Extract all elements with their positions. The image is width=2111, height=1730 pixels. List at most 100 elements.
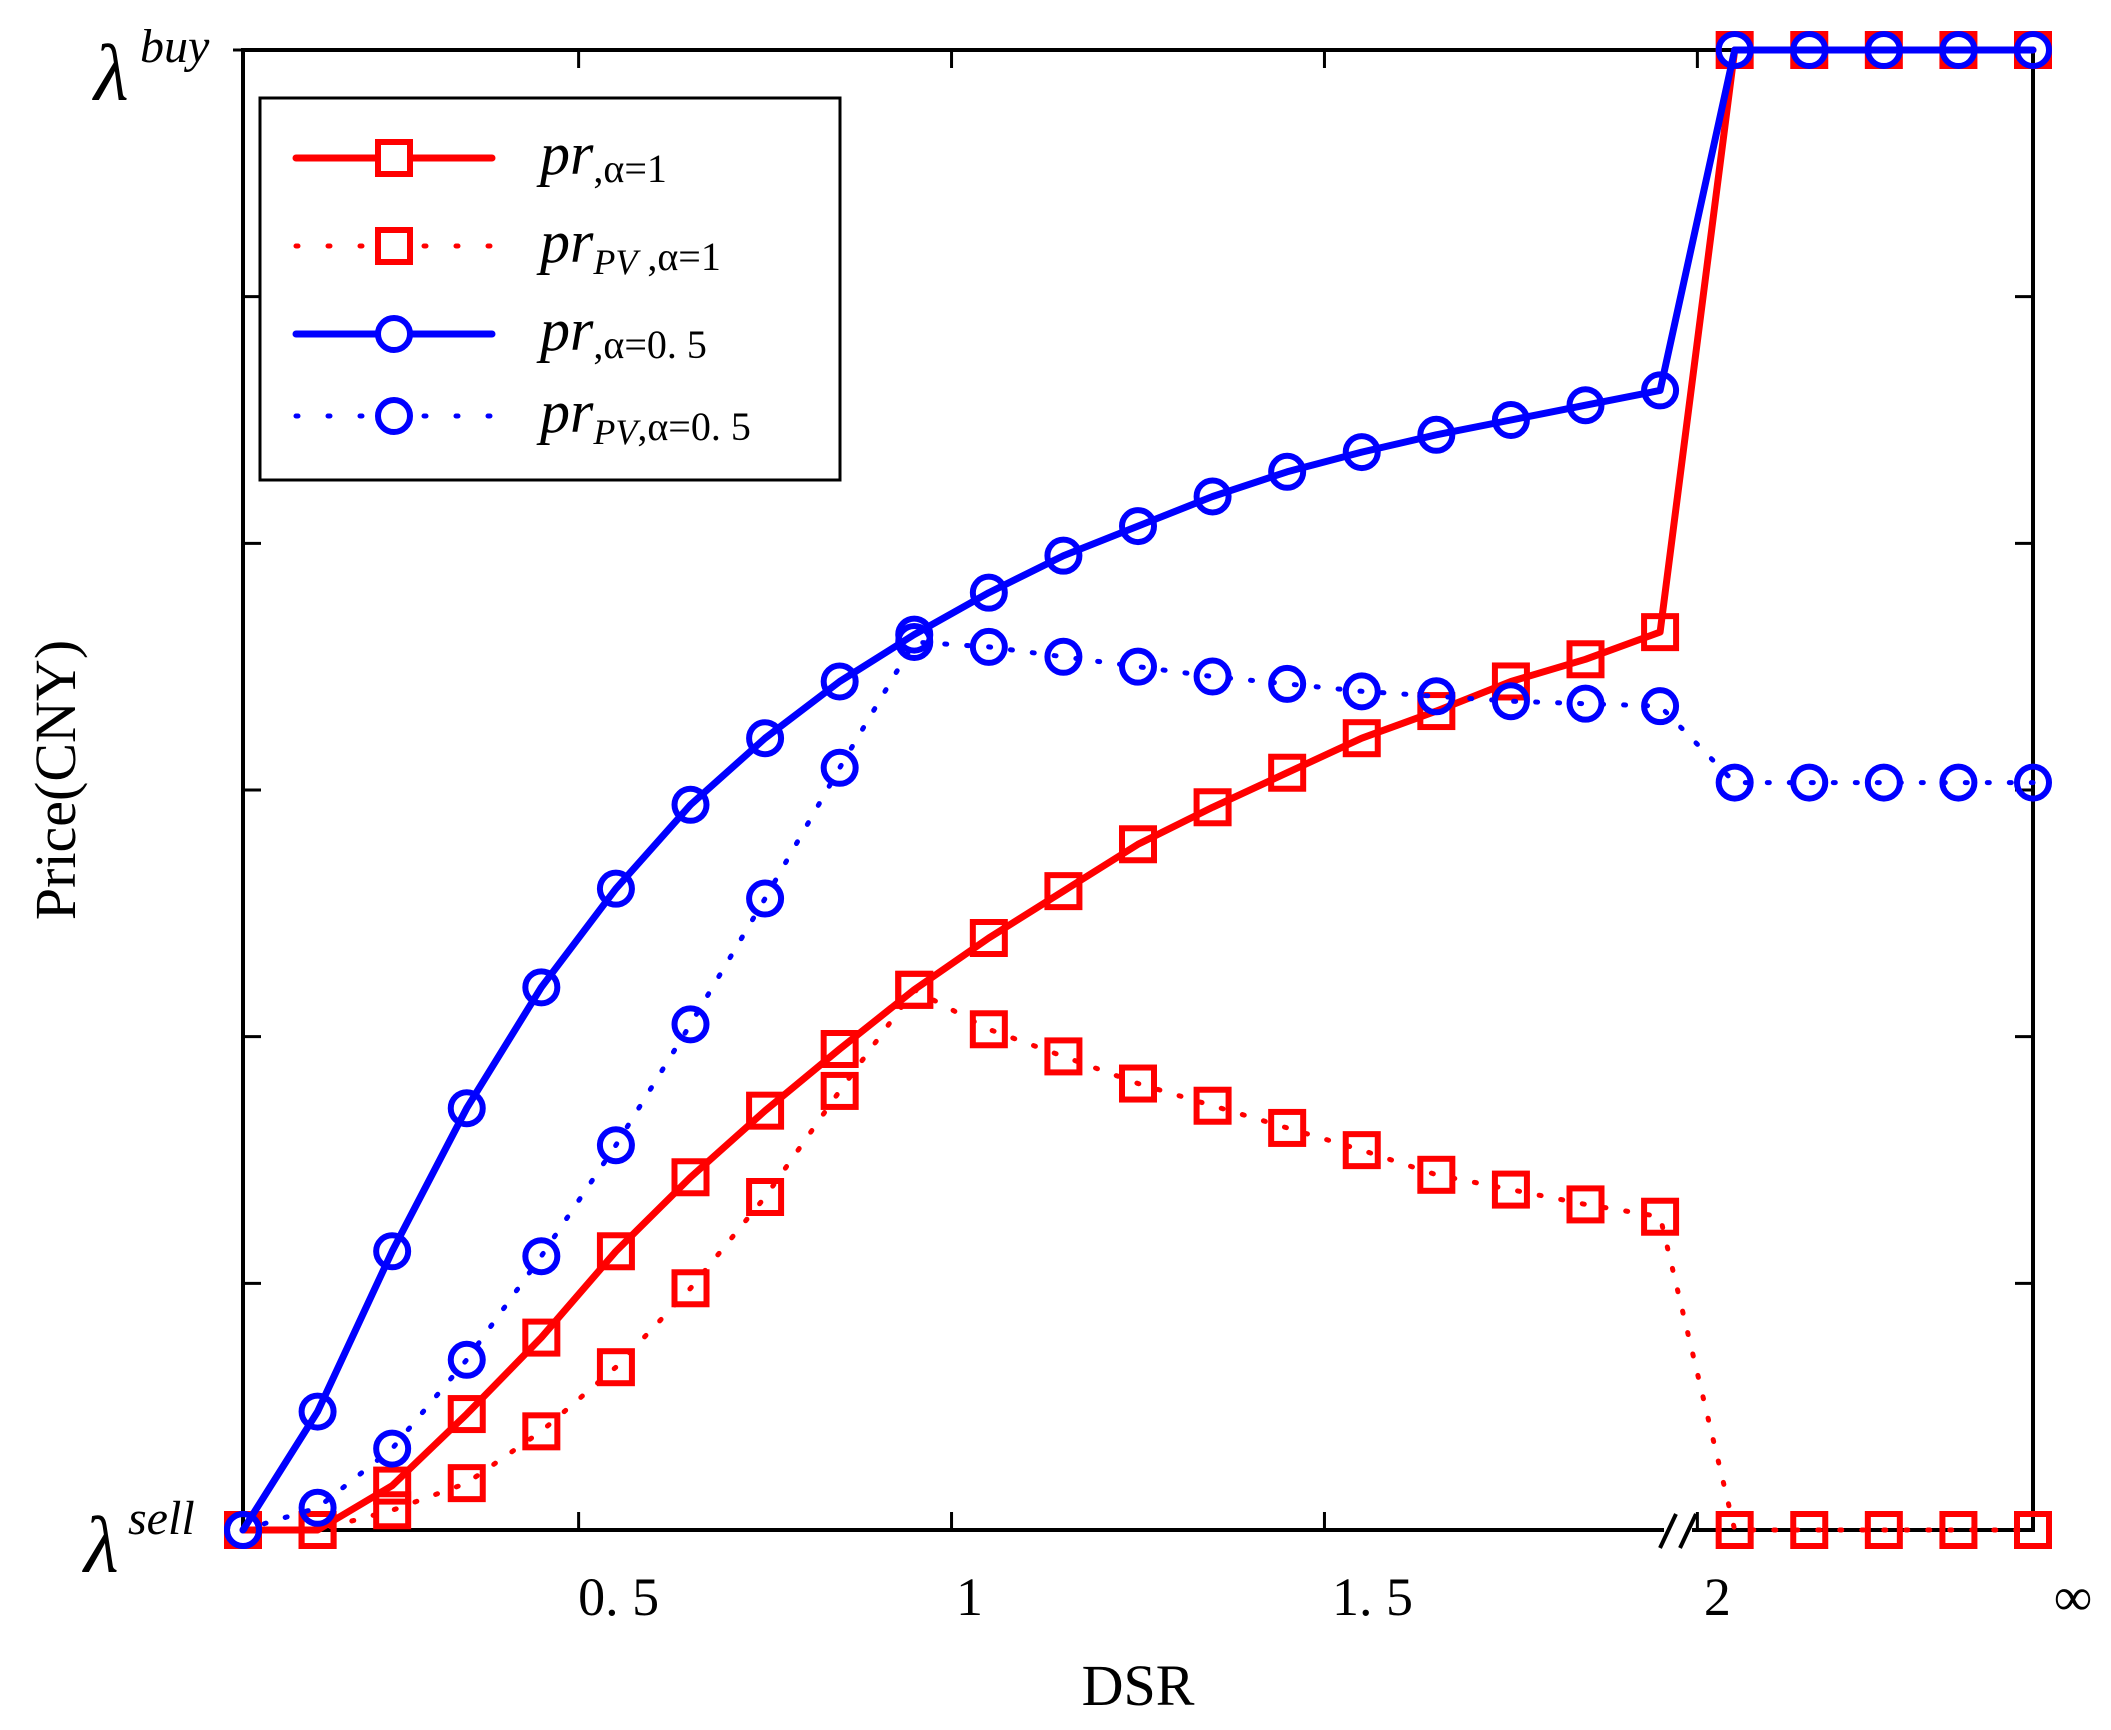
data-point: [895, 970, 934, 1009]
data-point: [298, 1511, 337, 1549]
data-point: [820, 1071, 859, 1110]
data-point: [1641, 687, 1680, 726]
data-point: [1641, 1197, 1680, 1236]
data-point: [1790, 1511, 1829, 1549]
data-point: [1417, 677, 1456, 716]
data-point: [596, 1232, 635, 1271]
series-4: [224, 623, 2052, 1549]
data-point: [596, 1126, 635, 1165]
legend-marker: [375, 227, 413, 265]
legend-entry: pr,α=1: [292, 121, 667, 191]
legend-entry: pr,α=0. 5: [292, 297, 707, 367]
legend-marker: [375, 139, 413, 177]
data-point: [969, 1010, 1008, 1049]
data-point: [1193, 657, 1232, 696]
data-point: [969, 627, 1008, 666]
data-point: [373, 1429, 412, 1468]
data-series: [224, 31, 2052, 1549]
data-point: [2014, 763, 2052, 802]
data-point: [1566, 640, 1605, 679]
x-axis-title: DSR: [1082, 1653, 1195, 1718]
data-point: [224, 1511, 262, 1549]
series-line: [240, 987, 2036, 1533]
legend: pr,α=1 prPV ,α=1 pr,α=0. 5 prPV,α=0. 5: [258, 96, 842, 482]
data-point: [1864, 763, 1903, 802]
data-point: [1268, 753, 1307, 792]
data-point: [1044, 1037, 1083, 1076]
legend-entry: prPV ,α=1: [293, 209, 721, 282]
data-point: [1790, 31, 1829, 69]
data-point: [1939, 31, 1978, 69]
data-point: [596, 1348, 635, 1387]
data-point: [671, 1269, 710, 1308]
data-point: [895, 623, 934, 661]
axis-ticks: [233, 48, 2033, 1530]
x-tick-label: 0. 5: [578, 1567, 659, 1627]
data-point: [1268, 1108, 1307, 1147]
y-tick-label-bottom-lambda: λ: [82, 1502, 119, 1590]
data-point: [820, 1030, 859, 1068]
data-point: [1044, 637, 1083, 676]
y-tick-label-top: λ buy: [92, 20, 210, 118]
data-point: [1939, 763, 1978, 802]
y-tick-label-top-lambda: λ: [92, 30, 129, 118]
data-point: [1566, 386, 1605, 425]
series-line: [240, 639, 2036, 1533]
data-point: [1193, 477, 1232, 516]
data-point: [969, 573, 1008, 612]
data-point: [1715, 1511, 1754, 1549]
y-axis-title: Price(CNY): [23, 640, 88, 920]
data-point: [1119, 647, 1157, 686]
data-point: [522, 968, 561, 1007]
data-point: [1790, 763, 1829, 802]
data-point: [746, 879, 785, 918]
data-point: [2014, 1511, 2052, 1549]
y-tick-label-top-sup: buy: [140, 20, 210, 73]
data-point: [1193, 788, 1232, 827]
x-tick-label: 1: [956, 1567, 983, 1627]
data-point: [1044, 536, 1083, 575]
data-point: [522, 1318, 561, 1357]
data-point: [1715, 763, 1754, 802]
legend-label: prPV ,α=1: [536, 209, 721, 282]
data-point: [1342, 672, 1381, 711]
data-point: [1939, 1511, 1978, 1549]
data-point: [1491, 682, 1530, 721]
data-point: [1044, 872, 1083, 911]
data-point: [746, 1178, 785, 1216]
data-point: [1864, 1511, 1903, 1549]
data-point: [1119, 507, 1157, 546]
data-point: [522, 1237, 561, 1276]
data-point: [1119, 825, 1157, 864]
series-2: [224, 970, 2052, 1549]
data-point: [447, 1395, 486, 1434]
data-point: [298, 1488, 337, 1527]
legend-label: pr,α=1: [536, 121, 667, 191]
data-point: [1119, 1064, 1157, 1103]
data-point: [746, 719, 785, 758]
data-point: [373, 1232, 412, 1271]
legend-label: prPV,α=0. 5: [536, 379, 751, 452]
data-point: [1715, 31, 1754, 69]
x-tick-label: 1. 5: [1332, 1567, 1413, 1627]
data-point: [373, 1466, 412, 1505]
data-point: [2014, 31, 2052, 69]
series-3: [224, 31, 2052, 1549]
data-point: [820, 662, 859, 701]
legend-marker: [375, 397, 413, 435]
data-point: [1566, 684, 1605, 723]
data-point: [671, 785, 710, 824]
data-point: [1417, 415, 1456, 454]
data-point: [522, 1412, 561, 1451]
data-point: [1268, 664, 1307, 703]
y-tick-label-bottom-sup: sell: [128, 1492, 195, 1545]
data-point: [447, 1340, 486, 1379]
data-point: [447, 1089, 486, 1128]
axis-break-mark: [1658, 1510, 1698, 1550]
legend-marker: [375, 315, 413, 353]
x-tick-label: 2: [1704, 1567, 1731, 1627]
data-point: [1566, 1185, 1605, 1224]
data-point: [671, 1005, 710, 1044]
y-tick-label-bottom: λ sell: [82, 1492, 195, 1590]
